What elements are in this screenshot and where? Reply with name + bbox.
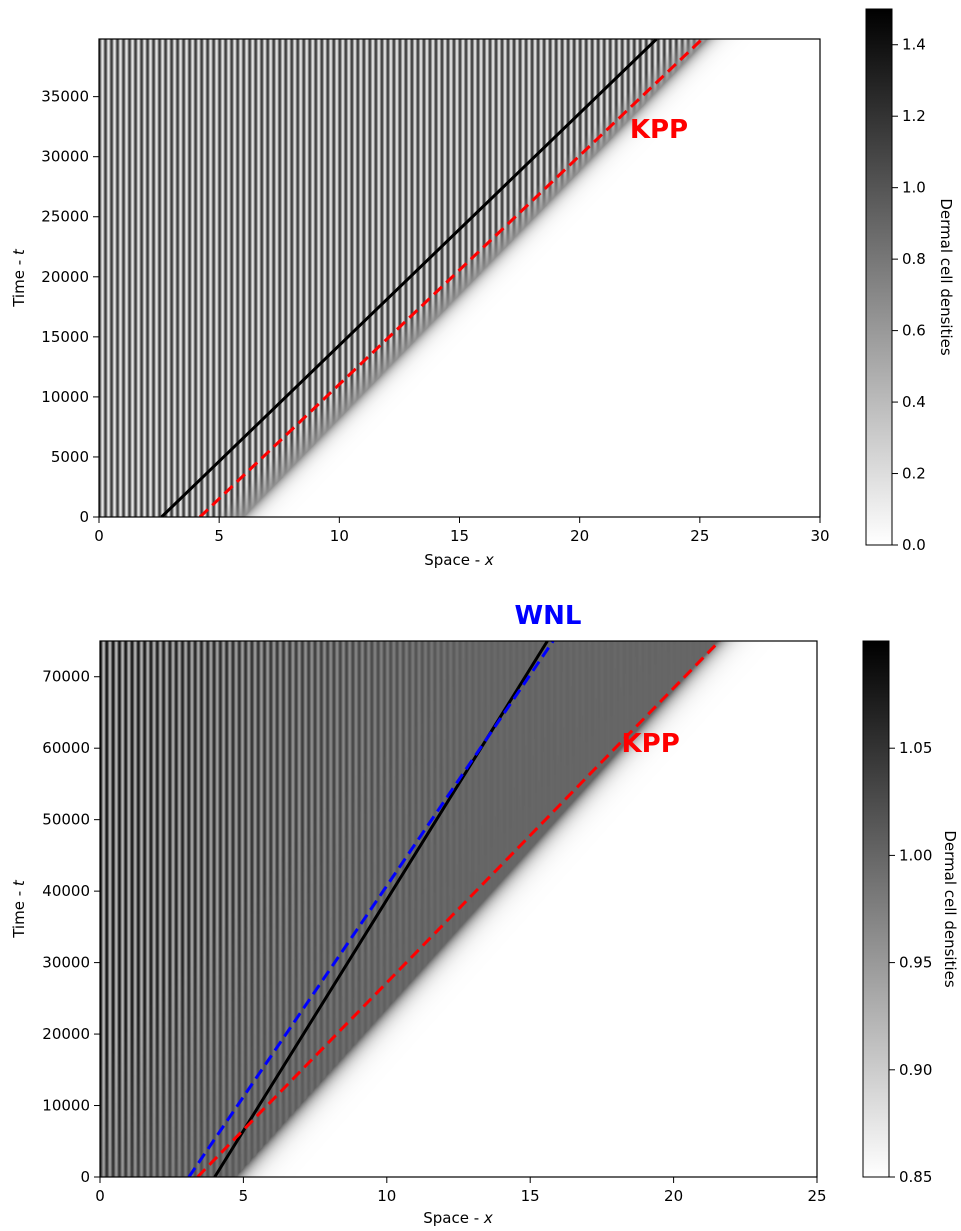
bottom-heatmap [100,641,817,1177]
top-colorbar-tick-label: 1.2 [902,107,926,125]
top-heatmap [99,39,820,517]
bottom-y-tick-label: 10000 [42,1097,90,1115]
top-y-tick-label: 10000 [41,388,89,406]
top-y-tick-label: 25000 [41,208,89,226]
top-y-tick-label: 5000 [51,448,89,466]
bottom-y-tick-label: 60000 [42,739,90,757]
top-colorbar-tick-label: 1.0 [902,179,926,197]
bottom-colorbar-tick-label: 0.90 [899,1061,932,1079]
top-x-tick-label: 10 [330,527,349,545]
bottom-x-tick-label: 5 [239,1187,249,1205]
top-colorbar-tick-label: 0.4 [902,393,926,411]
top-chart: 0 5 10 15 20 25 30 0 5000 10000 15000 20000 25000 30… [10,8,955,569]
bottom-x-tick-label: 25 [807,1187,826,1205]
top-x-tick-label: 20 [570,527,589,545]
top-y-axis-label: Time - t [10,248,28,308]
top-heatmap-image [99,39,820,517]
top-colorbar-tick-label: 1.4 [902,36,926,54]
bottom-colorbar-tick-label: 0.85 [899,1168,932,1186]
bottom-kpp-annotation: KPP [622,729,680,759]
top-x-axis-label: Space - x [424,551,494,569]
top-x-tick-label: 25 [690,527,709,545]
bottom-x-tick-label: 0 [95,1187,105,1205]
bottom-y-tick-label: 50000 [42,811,90,829]
top-y-tick-label: 20000 [41,268,89,286]
top-colorbar-tick-label: 0.6 [902,322,926,340]
top-colorbar-tick-label: 0.2 [902,465,926,483]
top-colorbar-label: Dermal cell densities [937,198,955,356]
bottom-numerical-front-line [213,641,549,1177]
bottom-y-axis-label: Time - t [10,879,28,939]
bottom-y-tick-label: 0 [80,1168,90,1186]
top-colorbar [865,8,893,546]
bottom-y-tick-label: 20000 [42,1025,90,1043]
top-y-tick-label: 30000 [41,148,89,166]
top-x-tick-label: 0 [94,527,104,545]
bottom-y-tick-label: 70000 [42,668,90,686]
bottom-colorbar-label: Dermal cell densities [941,830,959,988]
top-y-tick-label: 15000 [41,328,89,346]
top-colorbar-tick-label: 0.0 [902,536,926,554]
top-x-tick-label: 30 [810,527,829,545]
bottom-wnl-front-line [187,641,555,1177]
bottom-x-tick-label: 10 [377,1187,396,1205]
bottom-y-tick-label: 40000 [42,882,90,900]
top-numerical-front-line [160,39,658,517]
bottom-y-tick-label: 30000 [42,954,90,972]
bottom-chart: WNL 0 5 10 15 20 25 0 10000 20000 30000 40000 5000… [10,601,959,1227]
top-colorbar-tick-label: 0.8 [902,250,926,268]
bottom-x-axis-label: Space - x [423,1209,493,1227]
bottom-x-tick-label: 20 [664,1187,683,1205]
top-x-tick-label: 5 [214,527,224,545]
top-x-tick-label: 15 [450,527,469,545]
top-kpp-annotation: KPP [630,115,688,145]
top-kpp-front-line [198,39,704,517]
bottom-axes-frame [99,640,818,1178]
bottom-x-tick-label: 15 [521,1187,540,1205]
bottom-colorbar-tick-label: 1.05 [899,739,932,757]
bottom-wnl-title: WNL [514,601,581,631]
bottom-kpp-front-line [196,641,721,1177]
top-y-tick-label: 35000 [41,88,89,106]
bottom-colorbar-tick-label: 1.00 [899,846,932,864]
bottom-colorbar-tick-label: 0.95 [899,954,932,972]
top-y-tick-label: 0 [79,508,89,526]
bottom-colorbar [862,640,890,1178]
